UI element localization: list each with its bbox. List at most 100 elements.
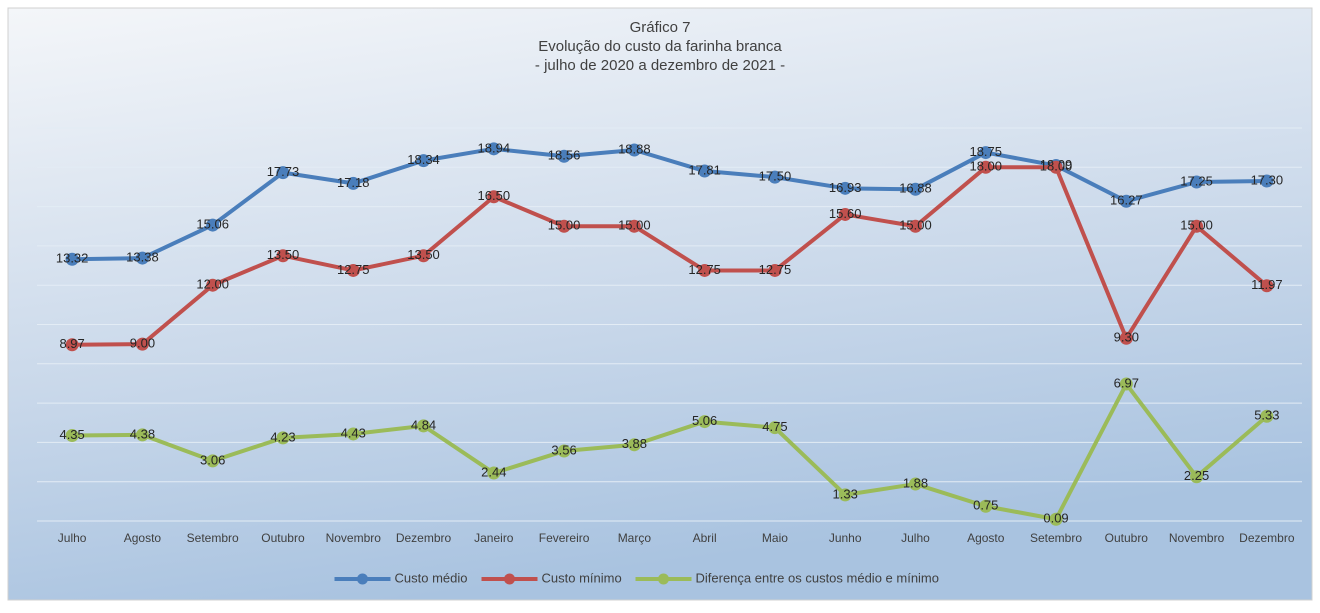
data-point: [979, 146, 993, 160]
series-line: [72, 146, 1267, 262]
x-tick-label: Dezembro: [396, 531, 452, 545]
x-tick-label: Junho: [829, 531, 862, 545]
data-point: [206, 218, 220, 232]
data-label: 17.73: [267, 164, 300, 179]
data-label: 12.75: [759, 262, 792, 277]
x-tick-label: Dezembro: [1239, 531, 1295, 545]
data-label: 9.30: [1114, 330, 1139, 345]
data-label: 18.94: [478, 140, 511, 155]
data-label: 0.09: [1043, 511, 1068, 526]
data-point: [1260, 174, 1274, 188]
data-point: [487, 466, 501, 480]
data-point: [417, 419, 431, 433]
data-label: 4.38: [130, 426, 155, 441]
data-point: [1260, 279, 1274, 293]
data-label: 3.88: [622, 436, 647, 451]
data-label: 9.00: [130, 336, 155, 351]
legend-label: Custo médio: [395, 570, 468, 585]
data-point: [627, 143, 641, 157]
data-label: 16.88: [899, 181, 932, 196]
data-label: 13.50: [267, 247, 300, 262]
data-point: [838, 207, 852, 221]
data-label: 1.33: [833, 486, 858, 501]
legend-marker: [504, 573, 515, 585]
x-tick-label: Novembro: [1169, 531, 1225, 545]
x-tick-label: Outubro: [1105, 531, 1149, 545]
data-point: [627, 219, 641, 233]
data-label: 15.00: [618, 218, 651, 233]
data-point: [1190, 219, 1204, 233]
data-label: 12.75: [337, 262, 370, 277]
data-label: 5.33: [1254, 408, 1279, 423]
data-point: [768, 421, 782, 435]
data-point: [65, 252, 79, 266]
data-point: [1190, 175, 1204, 189]
data-point: [908, 477, 922, 491]
legend-label: Custo mínimo: [542, 570, 622, 585]
data-label: 0.75: [973, 498, 998, 513]
data-point: [206, 278, 220, 292]
data-label: 4.75: [762, 419, 787, 434]
x-tick-label: Novembro: [326, 531, 382, 545]
data-point: [206, 454, 220, 468]
data-label: 11.97: [1251, 277, 1283, 292]
data-label: 12.75: [688, 262, 721, 277]
chart-title: Gráfico 7: [630, 19, 691, 36]
x-tick-label: Maio: [762, 531, 788, 545]
legend-label: Diferença entre os custos médio e mínimo: [696, 570, 940, 585]
data-point: [346, 176, 360, 190]
series-line: [72, 382, 1269, 522]
data-point: [276, 431, 290, 445]
data-point: [135, 337, 149, 351]
data-point: [346, 263, 360, 277]
data-point: [1260, 409, 1274, 423]
x-tick-label: Julho: [901, 531, 930, 545]
data-point: [627, 438, 641, 452]
data-label: 17.81: [688, 162, 721, 177]
data-point: [698, 415, 712, 429]
x-tick-label: Abril: [693, 531, 717, 545]
x-tick-label: Setembro: [187, 531, 239, 545]
data-point: [346, 427, 360, 441]
data-point: [838, 488, 852, 502]
data-label: 13.38: [126, 250, 159, 265]
x-tick-label: Julho: [58, 531, 87, 545]
data-point: [417, 249, 431, 263]
data-label: 18.00: [1040, 159, 1073, 174]
data-label: 18.75: [969, 144, 1002, 159]
x-tick-label: Agosto: [967, 531, 1005, 545]
x-tick-label: Março: [618, 531, 652, 545]
data-point: [768, 170, 782, 184]
data-label: 2.25: [1184, 468, 1209, 483]
data-label: 16.27: [1110, 193, 1143, 208]
data-point: [487, 190, 501, 204]
data-label: 16.50: [478, 188, 511, 203]
data-point: [979, 160, 993, 174]
data-label: 13.50: [407, 247, 440, 262]
data-label: 15.00: [899, 218, 932, 233]
data-point: [65, 338, 79, 352]
data-label: 5.06: [692, 413, 717, 428]
data-point: [276, 166, 290, 180]
data-label: 16.93: [829, 180, 862, 195]
data-label: 17.25: [1180, 173, 1213, 188]
x-tick-label: Agosto: [124, 531, 162, 545]
data-label: 4.84: [411, 417, 436, 432]
data-point: [908, 182, 922, 196]
data-label: 17.50: [759, 169, 792, 184]
data-label: 18.56: [548, 148, 581, 163]
data-label: 15.06: [196, 217, 229, 232]
data-label: 4.43: [341, 425, 366, 440]
data-label: 4.35: [59, 427, 84, 442]
data-label: 4.23: [270, 429, 295, 444]
data-point: [979, 499, 993, 513]
data-point: [417, 154, 431, 168]
data-label: 2.44: [481, 464, 506, 479]
data-point: [557, 444, 571, 458]
data-point: [698, 263, 712, 277]
chart-background: [7, 7, 1313, 601]
x-tick-label: Fevereiro: [539, 531, 590, 545]
data-point: [557, 219, 571, 233]
data-label: 18.00: [969, 159, 1002, 174]
